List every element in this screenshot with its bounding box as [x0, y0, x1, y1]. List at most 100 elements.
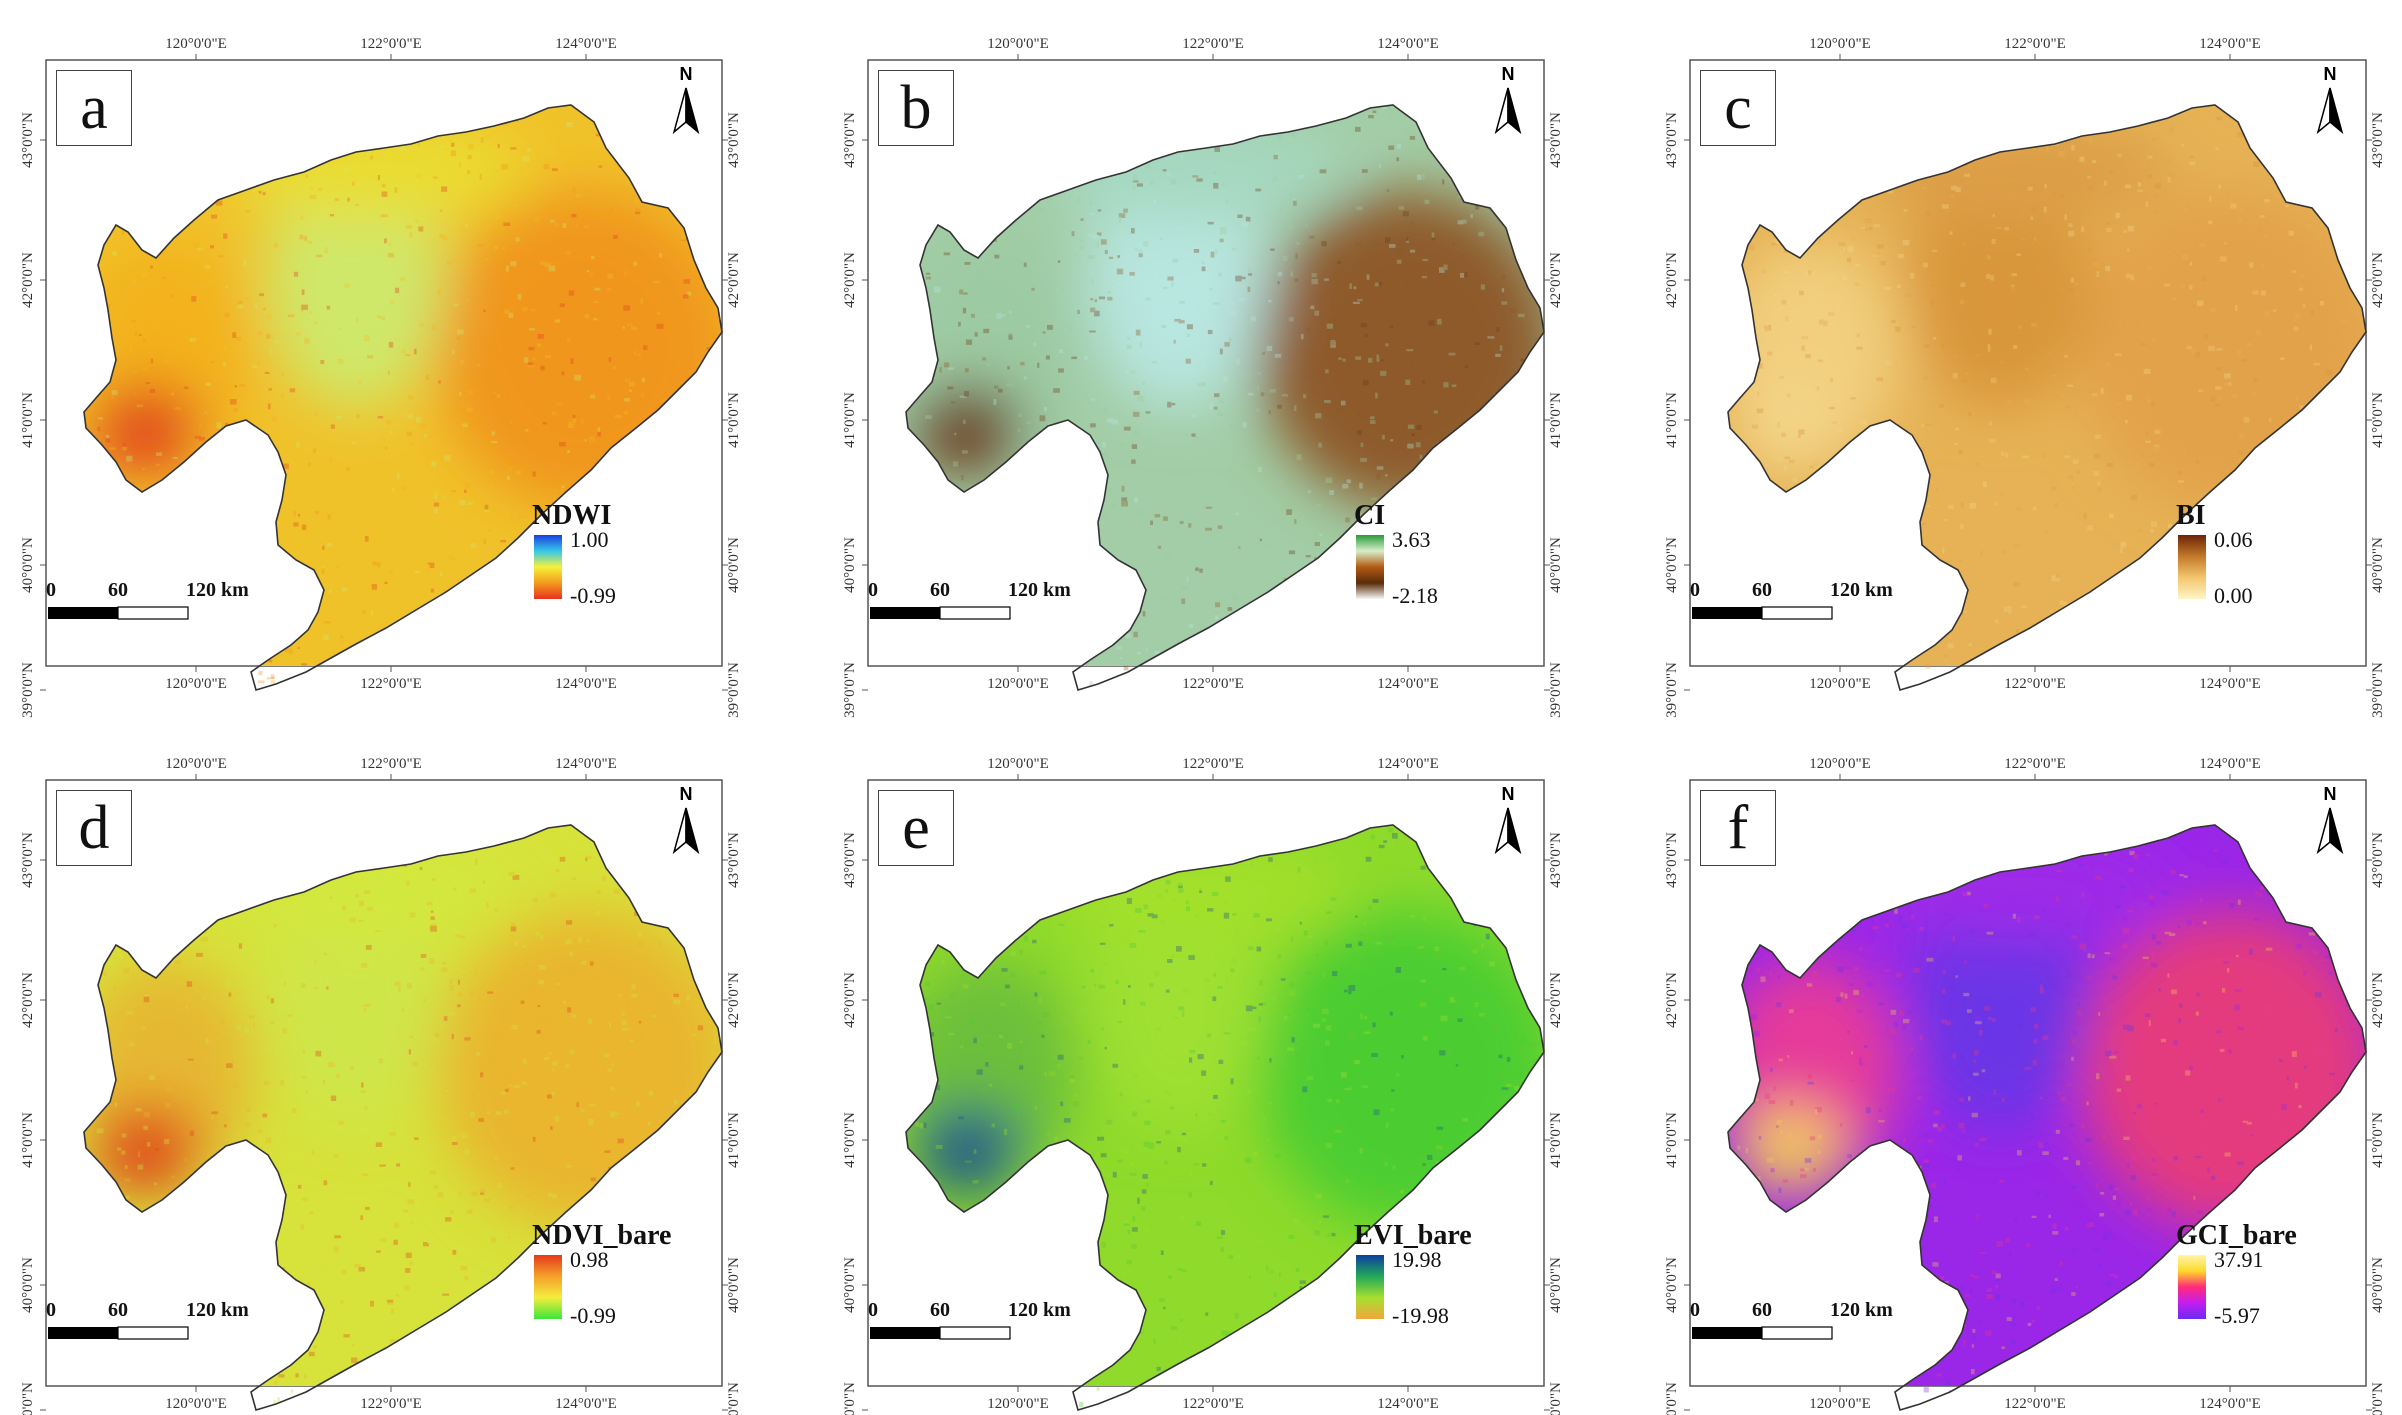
north-label: N	[680, 784, 693, 804]
lat-tick-label-right: 43°0'0"N	[726, 112, 742, 168]
lon-tick-label-top: 120°0'0"E	[1809, 36, 1871, 52]
lat-tick-label-left: 41°0'0"N	[1664, 392, 1680, 448]
lon-tick-label-top: 120°0'0"E	[165, 756, 227, 772]
scale-bar	[870, 607, 1010, 619]
legend-min-value: -0.99	[570, 583, 616, 609]
scale-bar	[870, 1327, 1010, 1339]
lon-tick-label-bottom: 124°0'0"E	[2199, 1396, 2261, 1412]
lon-tick-label-top: 120°0'0"E	[165, 36, 227, 52]
lon-tick-label-top: 120°0'0"E	[987, 756, 1049, 772]
lon-tick-label-bottom: 122°0'0"E	[1182, 1396, 1244, 1412]
lon-tick-label-top: 124°0'0"E	[1377, 756, 1439, 772]
lon-tick-label-bottom: 120°0'0"E	[987, 676, 1049, 692]
scale-bar-label: 120 km	[1830, 1299, 1893, 1322]
north-label: N	[2324, 784, 2337, 804]
lat-tick-label-left: 43°0'0"N	[20, 112, 36, 168]
lon-tick-label-bottom: 122°0'0"E	[1182, 676, 1244, 692]
legend-color-ramp	[2178, 535, 2206, 599]
lat-tick-label-left: 40°0'0"N	[20, 1257, 36, 1313]
legend-color-ramp	[534, 535, 562, 599]
lon-tick-label-top: 124°0'0"E	[555, 36, 617, 52]
lat-tick-label-left: 39°0'0"N	[842, 1382, 858, 1415]
lon-tick-label-top: 122°0'0"E	[1182, 36, 1244, 52]
legend-max-value: 1.00	[570, 527, 609, 553]
lon-tick-label-top: 124°0'0"E	[1377, 36, 1439, 52]
scale-bar-label: 0	[868, 1299, 878, 1322]
scale-bar	[1692, 607, 1832, 619]
lat-tick-label-left: 43°0'0"N	[842, 112, 858, 168]
lon-tick-label-bottom: 120°0'0"E	[1809, 1396, 1871, 1412]
lat-tick-label-left: 41°0'0"N	[20, 1112, 36, 1168]
lat-tick-label-right: 40°0'0"N	[726, 537, 742, 593]
lon-tick-label-top: 122°0'0"E	[360, 756, 422, 772]
lon-tick-label-bottom: 124°0'0"E	[555, 676, 617, 692]
scale-bar-label: 60	[108, 579, 128, 602]
legend-title: BI	[2176, 500, 2206, 532]
lat-tick-label-left: 40°0'0"N	[20, 537, 36, 593]
lat-tick-label-right: 39°0'0"N	[2370, 662, 2386, 718]
lon-tick-label-bottom: 120°0'0"E	[1809, 676, 1871, 692]
lat-tick-label-left: 43°0'0"N	[1664, 832, 1680, 888]
legend-max-value: 0.98	[570, 1247, 609, 1273]
legend-title: CI	[1354, 500, 1385, 532]
lat-tick-label-right: 43°0'0"N	[1548, 832, 1564, 888]
lat-tick-label-left: 39°0'0"N	[20, 662, 36, 718]
panel-letter: e	[878, 790, 954, 866]
scale-bar-label: 60	[930, 1299, 950, 1322]
lat-tick-label-right: 39°0'0"N	[726, 662, 742, 718]
panel-letter: a	[56, 70, 132, 146]
scale-bar-label: 60	[930, 579, 950, 602]
north-label: N	[2324, 64, 2337, 84]
lat-tick-label-right: 41°0'0"N	[2370, 392, 2386, 448]
lon-tick-label-top: 120°0'0"E	[987, 36, 1049, 52]
legend-min-value: -19.98	[1392, 1303, 1449, 1329]
lat-tick-label-left: 40°0'0"N	[842, 1257, 858, 1313]
scale-bar-label: 120 km	[186, 579, 249, 602]
lat-tick-label-right: 43°0'0"N	[2370, 832, 2386, 888]
scale-bar-label: 60	[108, 1299, 128, 1322]
legend-max-value: 19.98	[1392, 1247, 1442, 1273]
legend-max-value: 3.63	[1392, 527, 1431, 553]
lat-tick-label-left: 39°0'0"N	[842, 662, 858, 718]
legend-min-value: -2.18	[1392, 583, 1438, 609]
panel-letter: c	[1700, 70, 1776, 146]
lat-tick-label-left: 39°0'0"N	[20, 1382, 36, 1415]
scale-bar-label: 0	[46, 1299, 56, 1322]
lat-tick-label-right: 42°0'0"N	[726, 252, 742, 308]
map-panel-b: 120°0'0"E 120°0'0"E 122°0'0"E 122°0'0"E 124°…	[830, 25, 1550, 695]
lat-tick-label-right: 42°0'0"N	[1548, 252, 1564, 308]
lat-tick-label-left: 40°0'0"N	[1664, 1257, 1680, 1313]
lat-tick-label-right: 42°0'0"N	[1548, 972, 1564, 1028]
lon-tick-label-bottom: 124°0'0"E	[555, 1396, 617, 1412]
scale-bar-label: 60	[1752, 579, 1772, 602]
lat-tick-label-left: 41°0'0"N	[842, 392, 858, 448]
lon-tick-label-top: 120°0'0"E	[1809, 756, 1871, 772]
lat-tick-label-right: 40°0'0"N	[1548, 537, 1564, 593]
lat-tick-label-right: 41°0'0"N	[1548, 1112, 1564, 1168]
lat-tick-label-left: 42°0'0"N	[842, 972, 858, 1028]
lat-tick-label-left: 41°0'0"N	[20, 392, 36, 448]
lat-tick-label-right: 39°0'0"N	[726, 1382, 742, 1415]
north-label: N	[680, 64, 693, 84]
scale-bar-label: 120 km	[1008, 1299, 1071, 1322]
lat-tick-label-left: 39°0'0"N	[1664, 662, 1680, 718]
lon-tick-label-bottom: 122°0'0"E	[360, 676, 422, 692]
legend-min-value: 0.00	[2214, 583, 2253, 609]
lat-tick-label-left: 42°0'0"N	[842, 252, 858, 308]
lat-tick-label-right: 43°0'0"N	[726, 832, 742, 888]
lat-tick-label-left: 42°0'0"N	[20, 972, 36, 1028]
lat-tick-label-left: 40°0'0"N	[842, 537, 858, 593]
lon-tick-label-bottom: 120°0'0"E	[165, 1396, 227, 1412]
scale-bar	[1692, 1327, 1832, 1339]
scale-bar-label: 120 km	[186, 1299, 249, 1322]
lon-tick-label-bottom: 122°0'0"E	[2004, 676, 2066, 692]
legend-color-ramp	[1356, 1255, 1384, 1319]
lon-tick-label-top: 122°0'0"E	[2004, 36, 2066, 52]
lat-tick-label-left: 41°0'0"N	[842, 1112, 858, 1168]
lat-tick-label-right: 40°0'0"N	[2370, 1257, 2386, 1313]
lat-tick-label-left: 41°0'0"N	[1664, 1112, 1680, 1168]
legend-color-ramp	[2178, 1255, 2206, 1319]
